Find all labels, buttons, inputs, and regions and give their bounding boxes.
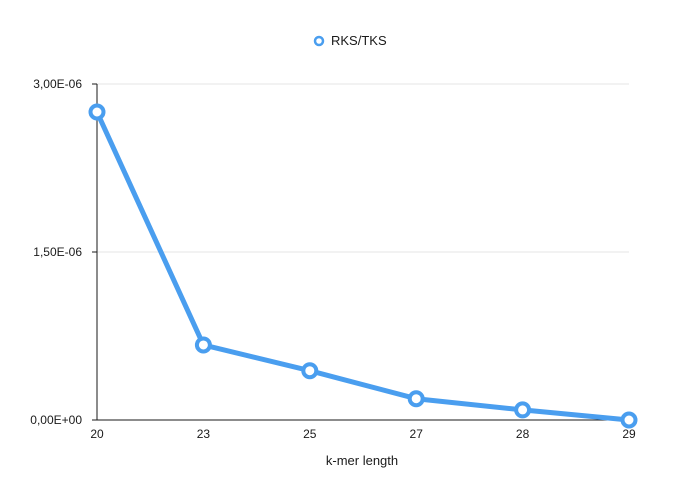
data-point (410, 392, 423, 405)
x-tick-labels: 20 23 25 27 28 29 (90, 427, 636, 441)
data-point (623, 414, 636, 427)
y-tick-labels: 0,00E+00 1,50E-06 3,00E-06 (30, 77, 82, 427)
legend: RKS/TKS (315, 33, 387, 48)
x-tick-label: 23 (197, 427, 211, 441)
x-tick-label: 25 (303, 427, 317, 441)
x-tick-label: 20 (90, 427, 104, 441)
data-point (303, 364, 316, 377)
x-axis-title: k-mer length (326, 453, 398, 468)
data-point (197, 338, 210, 351)
legend-label: RKS/TKS (331, 33, 387, 48)
legend-marker (315, 37, 323, 45)
y-tick-label: 3,00E-06 (33, 77, 82, 91)
y-tick-label: 0,00E+00 (30, 413, 82, 427)
data-point (91, 106, 104, 119)
x-tick-label: 29 (622, 427, 636, 441)
gridlines (97, 84, 629, 252)
series-line (97, 112, 629, 420)
y-tick-label: 1,50E-06 (33, 245, 82, 259)
x-tick-label: 28 (516, 427, 530, 441)
x-tick-label: 27 (410, 427, 424, 441)
data-point (516, 403, 529, 416)
series-rks-tks (91, 106, 636, 427)
